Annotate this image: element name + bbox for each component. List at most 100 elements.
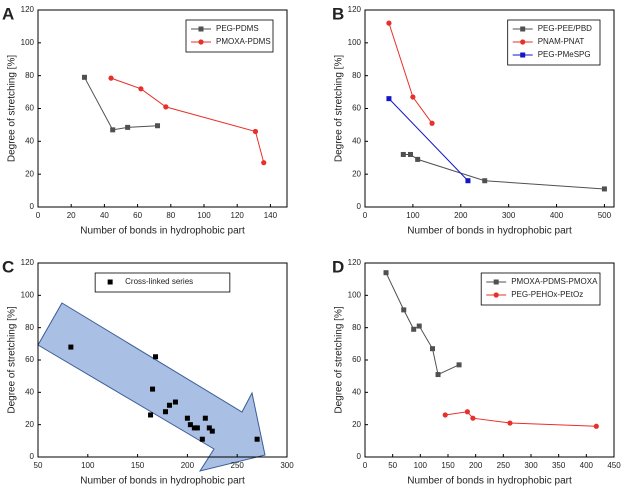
y-tick-label: 60 xyxy=(352,355,361,364)
x-tick-label: 50 xyxy=(388,461,397,470)
y-tick-label: 80 xyxy=(352,71,361,80)
x-tick-label: 150 xyxy=(131,461,145,470)
x-tick-label: 250 xyxy=(231,461,245,470)
legend-label: PEG-PEE/PBD xyxy=(538,24,592,33)
marker xyxy=(507,420,513,426)
x-tick-label: 200 xyxy=(181,461,195,470)
marker xyxy=(202,415,208,421)
y-tick-label: 120 xyxy=(21,258,35,267)
marker xyxy=(155,123,161,129)
legend-box xyxy=(94,272,231,293)
marker xyxy=(172,399,178,405)
y-tick-label: 120 xyxy=(348,5,362,14)
marker xyxy=(125,124,131,130)
marker xyxy=(416,323,422,329)
marker xyxy=(150,386,156,392)
y-tick-label: 40 xyxy=(352,387,361,396)
y-tick-label: 120 xyxy=(21,5,35,14)
x-tick-label: 100 xyxy=(406,211,420,220)
legend-marker xyxy=(198,26,204,32)
marker xyxy=(415,156,421,162)
marker xyxy=(407,151,413,157)
y-tick-label: 60 xyxy=(25,355,34,364)
y-tick-label: 80 xyxy=(25,71,34,80)
x-tick-label: 100 xyxy=(81,461,95,470)
x-tick-label: 200 xyxy=(454,211,468,220)
legend-label: Cross-linked series xyxy=(125,277,193,286)
x-tick-label: 300 xyxy=(280,461,294,470)
legend-marker xyxy=(520,39,526,45)
marker xyxy=(386,96,392,102)
x-tick-label: 300 xyxy=(502,211,516,220)
marker xyxy=(199,436,205,442)
marker xyxy=(464,409,470,415)
y-tick-label: 40 xyxy=(352,136,361,145)
marker xyxy=(68,344,74,350)
x-tick-label: 150 xyxy=(441,461,455,470)
legend-label: PNAM-PNAT xyxy=(538,37,585,46)
marker xyxy=(209,428,215,434)
x-tick-label: 50 xyxy=(34,461,43,470)
y-tick-label: 20 xyxy=(25,169,34,178)
marker xyxy=(254,436,260,442)
x-tick-label: 450 xyxy=(607,461,621,470)
marker xyxy=(148,412,154,418)
marker xyxy=(261,160,267,166)
marker xyxy=(400,151,406,157)
x-tick-label: 250 xyxy=(497,461,511,470)
marker xyxy=(110,127,116,133)
x-tick-label: 60 xyxy=(133,211,142,220)
x-tick-label: 200 xyxy=(469,461,483,470)
y-tick-label: 20 xyxy=(352,420,361,429)
y-tick-label: 0 xyxy=(30,452,35,461)
marker xyxy=(411,326,417,332)
y-tick-label: 0 xyxy=(357,202,362,211)
legend-label: PEG-PEHOx-PEtOz xyxy=(511,290,583,299)
marker xyxy=(187,422,193,428)
marker xyxy=(430,346,436,352)
legend-marker xyxy=(520,26,526,32)
marker xyxy=(138,86,144,92)
x-tick-label: 40 xyxy=(100,211,109,220)
marker xyxy=(162,409,168,415)
panel-letter: D xyxy=(332,257,344,276)
x-axis-title: Number of bonds in hydrophobic part xyxy=(80,476,245,487)
marker xyxy=(429,120,435,126)
x-tick-label: 500 xyxy=(598,211,612,220)
y-tick-label: 80 xyxy=(352,323,361,332)
series-line xyxy=(84,77,158,131)
x-tick-label: 100 xyxy=(414,461,428,470)
legend-label: PMOXA-PDMS xyxy=(216,37,271,46)
y-axis-title: Degree of stretching [%] xyxy=(7,55,18,162)
panel-letter: A xyxy=(2,4,14,23)
legend-marker xyxy=(198,39,204,45)
marker xyxy=(383,270,389,276)
x-tick-label: 80 xyxy=(166,211,175,220)
x-tick-label: 400 xyxy=(580,461,594,470)
y-tick-label: 100 xyxy=(21,38,35,47)
marker xyxy=(465,178,471,184)
marker xyxy=(166,402,172,408)
marker xyxy=(184,415,190,421)
x-tick-label: 0 xyxy=(363,461,368,470)
x-tick-label: 0 xyxy=(36,211,41,220)
marker xyxy=(601,186,607,192)
y-tick-label: 40 xyxy=(25,136,34,145)
x-tick-label: 300 xyxy=(524,461,538,470)
x-tick-label: 0 xyxy=(363,211,368,220)
legend-marker xyxy=(493,292,499,298)
marker xyxy=(435,372,441,378)
marker xyxy=(194,425,200,431)
marker xyxy=(456,362,462,368)
x-tick-label: 140 xyxy=(264,211,278,220)
y-tick-label: 20 xyxy=(352,169,361,178)
y-tick-label: 80 xyxy=(25,323,34,332)
legend-label: PEG-PDMS xyxy=(216,24,259,33)
y-tick-label: 60 xyxy=(352,104,361,113)
marker xyxy=(470,415,476,421)
marker xyxy=(191,425,197,431)
series-line xyxy=(110,77,265,163)
y-tick-label: 100 xyxy=(348,290,362,299)
x-tick-label: 20 xyxy=(67,211,76,220)
